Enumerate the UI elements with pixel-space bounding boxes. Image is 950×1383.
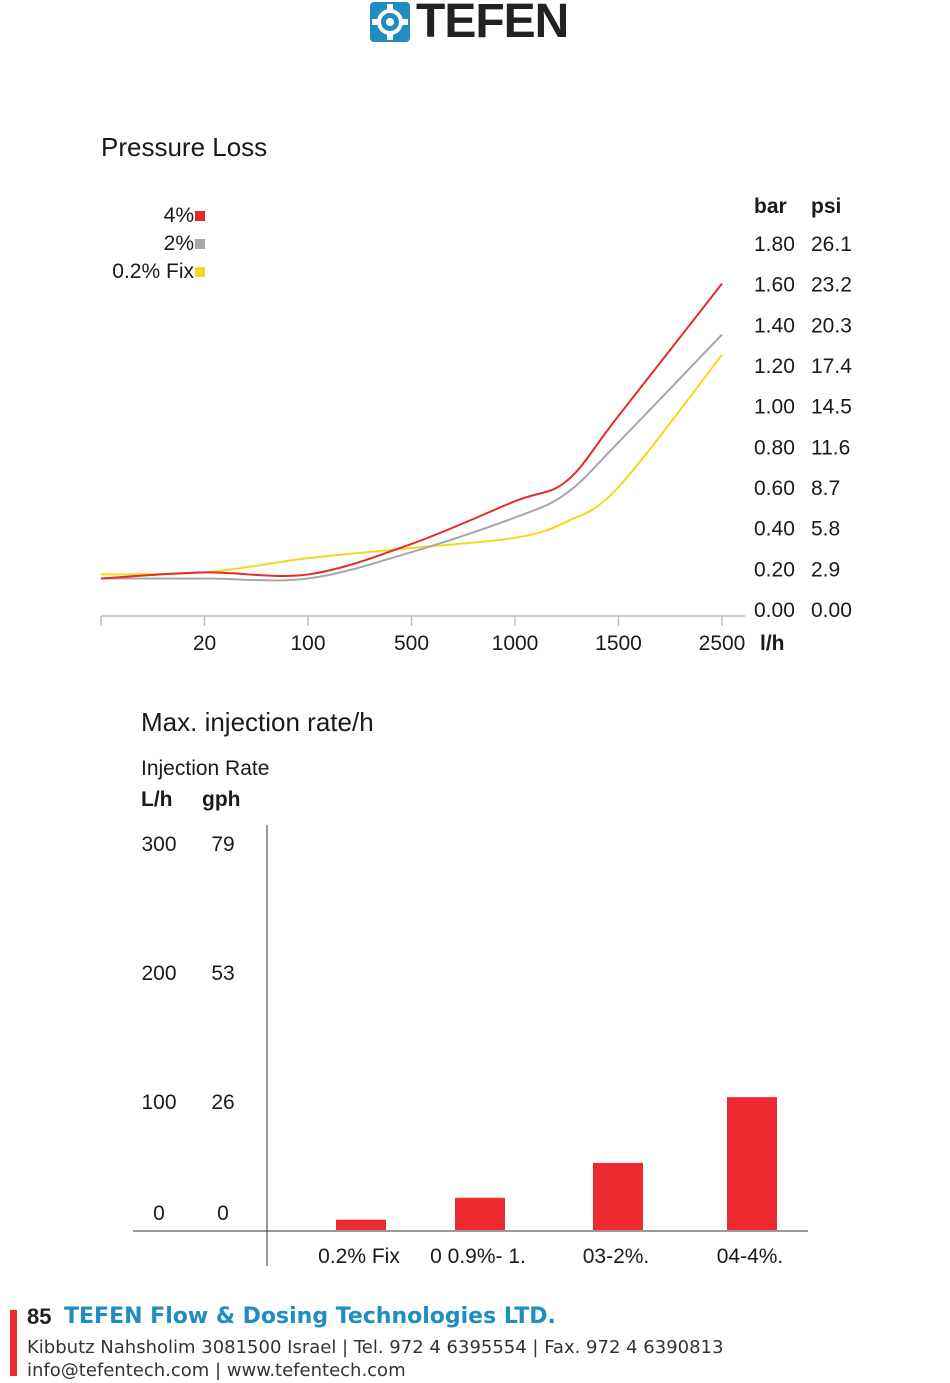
x-tick-label: 03-2%. [583, 1245, 650, 1268]
x-tick-label: 1000 [492, 632, 539, 655]
y-tick-label-bar: 0.80 [754, 436, 795, 459]
legend-swatch-4pct [195, 211, 205, 221]
legend-label-4pct: 4% [163, 204, 194, 227]
x-tick-label: 2500 [699, 632, 746, 655]
x-tick-label: 1500 [595, 632, 642, 655]
x-tick-label: 500 [394, 632, 429, 655]
unit-bar: bar [754, 195, 787, 218]
y-tick-label-bar: 1.80 [754, 233, 795, 256]
y-tick-label-psi: 8.7 [811, 477, 840, 500]
y-tick-label-psi: 14.5 [811, 396, 852, 419]
legend-swatch-2pct [195, 239, 205, 249]
y-tick-label-gph: 53 [211, 962, 234, 985]
tefen-logo: TEFEN [370, 0, 585, 48]
injection-axis-title: Injection Rate [141, 757, 270, 780]
y-tick-label-lh: 200 [141, 962, 176, 985]
x-tick-label: 20 [193, 632, 216, 655]
footer-contact: info@tefentech.com | www.tefentech.com [27, 1360, 406, 1381]
x-tick-label: 100 [290, 632, 325, 655]
y-tick-label-lh: 100 [141, 1091, 176, 1114]
y-tick-label-gph: 79 [211, 833, 234, 856]
bar [336, 1219, 386, 1230]
series-line-2- [101, 333, 723, 582]
y-tick-label-bar: 1.20 [754, 355, 795, 378]
footer-company-name: TEFEN Flow & Dosing Technologies LTD. [64, 1304, 556, 1329]
y-tick-label-psi: 5.8 [811, 518, 840, 541]
unit-psi: psi [811, 195, 842, 218]
pressure-chart-title: Pressure Loss [101, 132, 268, 162]
y-tick-label-gph: 0 [217, 1202, 229, 1225]
y-tick-label-lh: 0 [153, 1202, 165, 1225]
bar [455, 1197, 505, 1230]
y-tick-label-bar: 0.20 [754, 558, 795, 581]
x-axis-unit: l/h [760, 632, 785, 655]
y-tick-label-psi: 26.1 [811, 233, 852, 256]
bar [593, 1162, 643, 1230]
y-tick-label-gph: 26 [211, 1091, 234, 1114]
series-line-4- [100, 283, 723, 580]
y-tick-label-psi: 0.00 [811, 599, 852, 622]
legend-label-2pct: 2% [163, 232, 194, 255]
pressure-loss-chart: 20 100 500 1000 1500 2500 l/h 1.80 1.60 1.40 1.20 1… [100, 233, 852, 655]
y-tick-label-psi: 17.4 [811, 355, 852, 378]
bar [727, 1097, 777, 1230]
x-tick-label: 0.2% Fix [318, 1245, 400, 1268]
y-tick-label-bar: 0.00 [754, 599, 795, 622]
y-tick-label-psi: 23.2 [811, 274, 852, 297]
y-tick-label-bar: 0.40 [754, 518, 795, 541]
page-number: 85 [27, 1304, 52, 1329]
unit-gph: gph [202, 788, 241, 811]
y-tick-label-psi: 11.6 [811, 436, 850, 459]
footer-address: Kibbutz Nahsholim 3081500 Israel | Tel. … [27, 1337, 724, 1358]
series-line-0-2-fix [100, 354, 723, 576]
y-tick-label-lh: 300 [141, 833, 176, 856]
y-tick-label-psi: 20.3 [811, 314, 852, 337]
footer-accent-bar [10, 1310, 17, 1376]
y-tick-label-bar: 1.60 [754, 274, 795, 297]
injection-chart-title: Max. injection rate/h [141, 707, 374, 737]
y-tick-label-bar: 1.00 [754, 396, 795, 419]
legend-swatch-fix [195, 267, 205, 277]
pressure-legend: 4% 2% 0.2% Fix [80, 204, 210, 294]
legend-label-fix: 0.2% Fix [112, 260, 194, 283]
unit-lh: L/h [141, 788, 173, 811]
logo-icon [370, 2, 410, 42]
y-tick-label-bar: 1.40 [754, 314, 795, 337]
x-tick-label: 0 0.9%- 1. [430, 1245, 526, 1268]
y-tick-label-psi: 2.9 [811, 558, 840, 581]
y-tick-label-bar: 0.60 [754, 477, 795, 500]
x-tick-label: 04-4%. [717, 1245, 784, 1268]
logo-wordmark: TEFEN [416, 0, 569, 48]
injection-rate-chart: 300 200 100 0 79 53 26 0 0.2% Fix 0 0.9%- 1. 03-2%… [133, 825, 808, 1268]
